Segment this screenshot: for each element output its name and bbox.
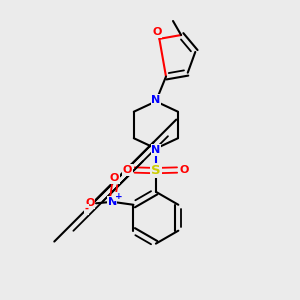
Text: O: O (180, 165, 189, 175)
Text: O: O (110, 173, 119, 183)
Text: N: N (108, 197, 117, 207)
Text: -: - (85, 204, 88, 214)
Text: +: + (115, 192, 122, 201)
Text: N: N (151, 145, 160, 155)
Text: O: O (123, 165, 132, 175)
Text: O: O (85, 198, 95, 208)
Text: O: O (152, 27, 162, 38)
Text: S: S (151, 164, 161, 177)
Text: N: N (151, 95, 160, 105)
